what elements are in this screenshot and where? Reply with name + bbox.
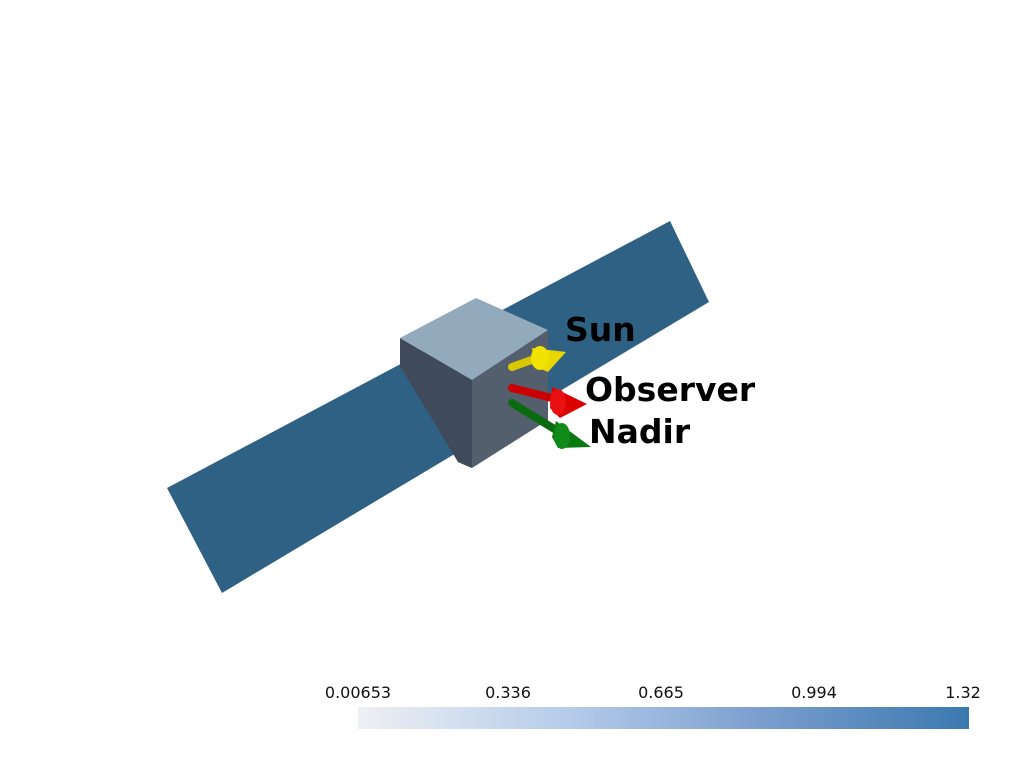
colorbar-tick: 0.994 [791,683,837,702]
colorbar-tick: 0.665 [638,683,684,702]
colorbar-tick: 1.32 [945,683,981,702]
satellite-bus [400,298,548,468]
observer-arrow [508,384,587,418]
observer-label: Observer [585,370,756,409]
nadir-label: Nadir [589,412,691,451]
sun-arrow [508,346,566,372]
nadir-arrow [508,399,591,449]
bus-top-face [400,298,548,380]
colorbar-tick: 0.336 [485,683,531,702]
sun-label: Sun [565,310,636,349]
colorbar-gradient [358,707,969,729]
bus-left-side [400,338,472,468]
colorbar-tick: 0.00653 [324,683,392,702]
